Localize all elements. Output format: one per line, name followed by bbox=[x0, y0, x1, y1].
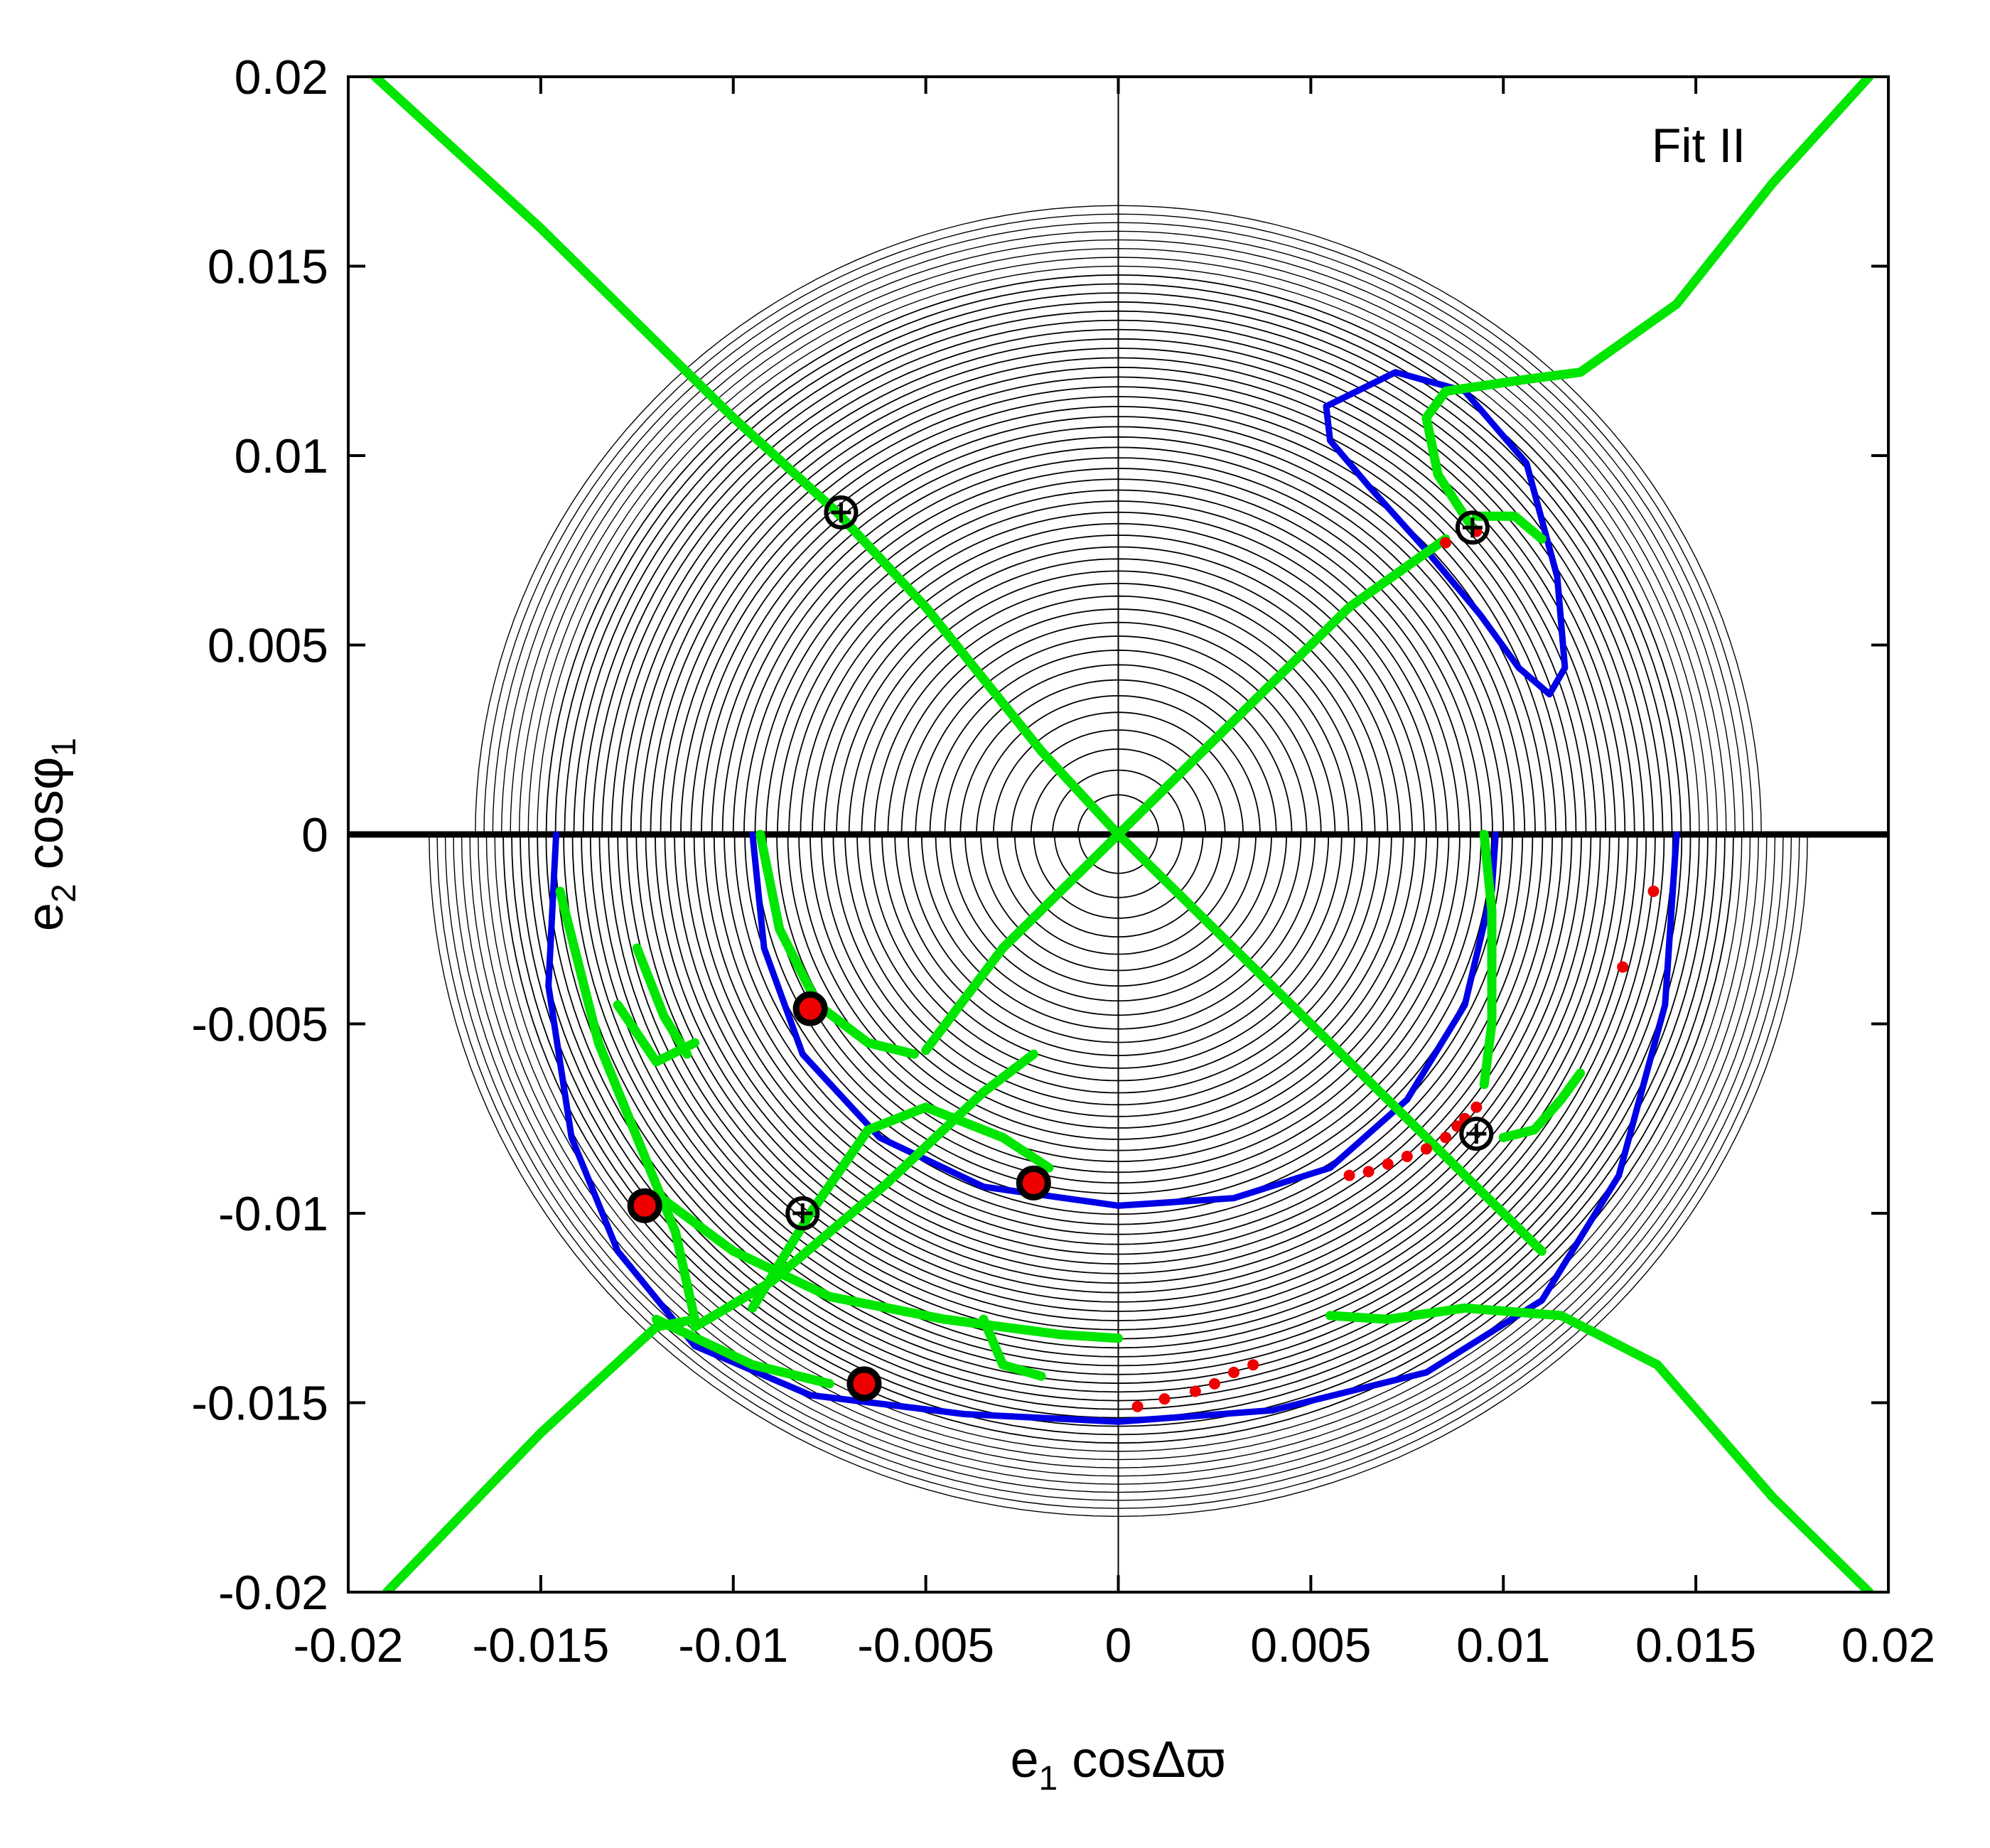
y-axis-title-sub2: 1 bbox=[45, 738, 83, 757]
separatrix-arc bbox=[545, 831, 1680, 1425]
separatrix-arc bbox=[749, 831, 1499, 1209]
plot-area bbox=[348, 77, 1888, 1592]
x-tick-label: 0.015 bbox=[1635, 1618, 1756, 1672]
x-tick-label: 0.02 bbox=[1841, 1618, 1935, 1672]
y-tick-label: 0.02 bbox=[235, 50, 328, 104]
green-curve bbox=[1498, 1068, 1586, 1142]
y-axis-title-rest: cosφ bbox=[17, 757, 74, 884]
y-tick-label: 0 bbox=[301, 808, 328, 862]
red-point bbox=[1362, 1166, 1375, 1178]
red-point bbox=[1439, 1132, 1451, 1144]
red-point bbox=[1228, 1366, 1240, 1378]
red-point-layer bbox=[1131, 525, 1660, 1412]
green-curve bbox=[1114, 534, 1451, 839]
green-curve bbox=[1479, 829, 1497, 1090]
green-curve bbox=[632, 943, 692, 1059]
green-curve bbox=[1325, 1303, 1874, 1592]
y-tick-label: -0.02 bbox=[218, 1566, 328, 1620]
green-curve bbox=[1421, 413, 1478, 532]
red-point bbox=[1382, 1158, 1394, 1170]
y-tick-label: -0.005 bbox=[191, 998, 328, 1052]
red-point bbox=[1647, 885, 1660, 897]
y-tick-label: -0.01 bbox=[218, 1187, 328, 1241]
x-axis-title: e1 cosΔϖ bbox=[1010, 1731, 1225, 1798]
y-tick-label: 0.015 bbox=[208, 240, 328, 294]
x-axis-title-sub: 1 bbox=[1038, 1760, 1058, 1798]
red-point bbox=[1131, 1400, 1144, 1412]
x-tick-label: -0.005 bbox=[857, 1618, 994, 1672]
x-tick-label: 0.01 bbox=[1456, 1618, 1550, 1672]
red-point bbox=[1451, 1120, 1463, 1132]
y-tick-label: 0.01 bbox=[235, 429, 328, 483]
green-curve bbox=[370, 77, 1547, 1256]
red-point bbox=[1343, 1169, 1355, 1181]
marker-layer bbox=[627, 495, 1494, 1402]
red-point bbox=[1439, 537, 1451, 549]
red-point bbox=[1617, 961, 1629, 973]
red-marker bbox=[792, 991, 828, 1026]
crossed-circle-marker bbox=[824, 495, 859, 530]
x-axis-title-rest: cosΔϖ bbox=[1058, 1731, 1225, 1788]
y-axis-title-base: e bbox=[17, 903, 74, 931]
crossed-circle-marker bbox=[1455, 510, 1490, 545]
red-marker bbox=[1016, 1165, 1051, 1200]
green-curve bbox=[921, 829, 1123, 1055]
x-axis-title-base: e bbox=[1010, 1731, 1038, 1788]
red-marker bbox=[846, 1366, 882, 1402]
crossed-circle-marker bbox=[785, 1196, 820, 1230]
red-point bbox=[1208, 1377, 1220, 1390]
red-point bbox=[1470, 1101, 1483, 1113]
x-tick-label: 0.005 bbox=[1250, 1618, 1371, 1672]
y-tick-label: -0.015 bbox=[191, 1377, 328, 1431]
x-tick-label: -0.015 bbox=[472, 1618, 609, 1672]
red-point bbox=[1189, 1385, 1201, 1397]
green-curve bbox=[755, 829, 919, 1059]
green-curve bbox=[651, 1314, 834, 1389]
x-tick-label: 0 bbox=[1105, 1618, 1132, 1672]
green-curve bbox=[382, 886, 700, 1592]
x-tick-label: -0.01 bbox=[678, 1618, 788, 1672]
y-axis-title: e2 cosφ1 bbox=[17, 738, 83, 931]
green-curve bbox=[1421, 77, 1874, 423]
red-point bbox=[1158, 1393, 1171, 1405]
red-marker bbox=[627, 1188, 662, 1223]
red-point bbox=[1420, 1143, 1432, 1155]
annotation-label: Fit II bbox=[1652, 119, 1746, 173]
tick-labels: -0.02 -0.015 -0.01 -0.005 0 0.005 0.01 0.015 0.0… bbox=[191, 50, 1935, 1672]
green-curve bbox=[979, 1314, 1046, 1381]
y-axis-title-sub: 2 bbox=[45, 883, 83, 903]
axis-ticks bbox=[347, 75, 1890, 1594]
y-tick-label: 0.005 bbox=[208, 619, 328, 673]
green-curve bbox=[690, 1049, 1038, 1332]
green-curve bbox=[1471, 511, 1547, 544]
x-tick-label: -0.02 bbox=[294, 1618, 404, 1672]
crossed-circle-marker bbox=[1459, 1117, 1494, 1151]
red-point bbox=[1401, 1151, 1413, 1163]
green-curve-layer bbox=[370, 77, 1874, 1592]
green-curve bbox=[651, 1189, 1123, 1343]
red-point bbox=[1247, 1359, 1259, 1371]
